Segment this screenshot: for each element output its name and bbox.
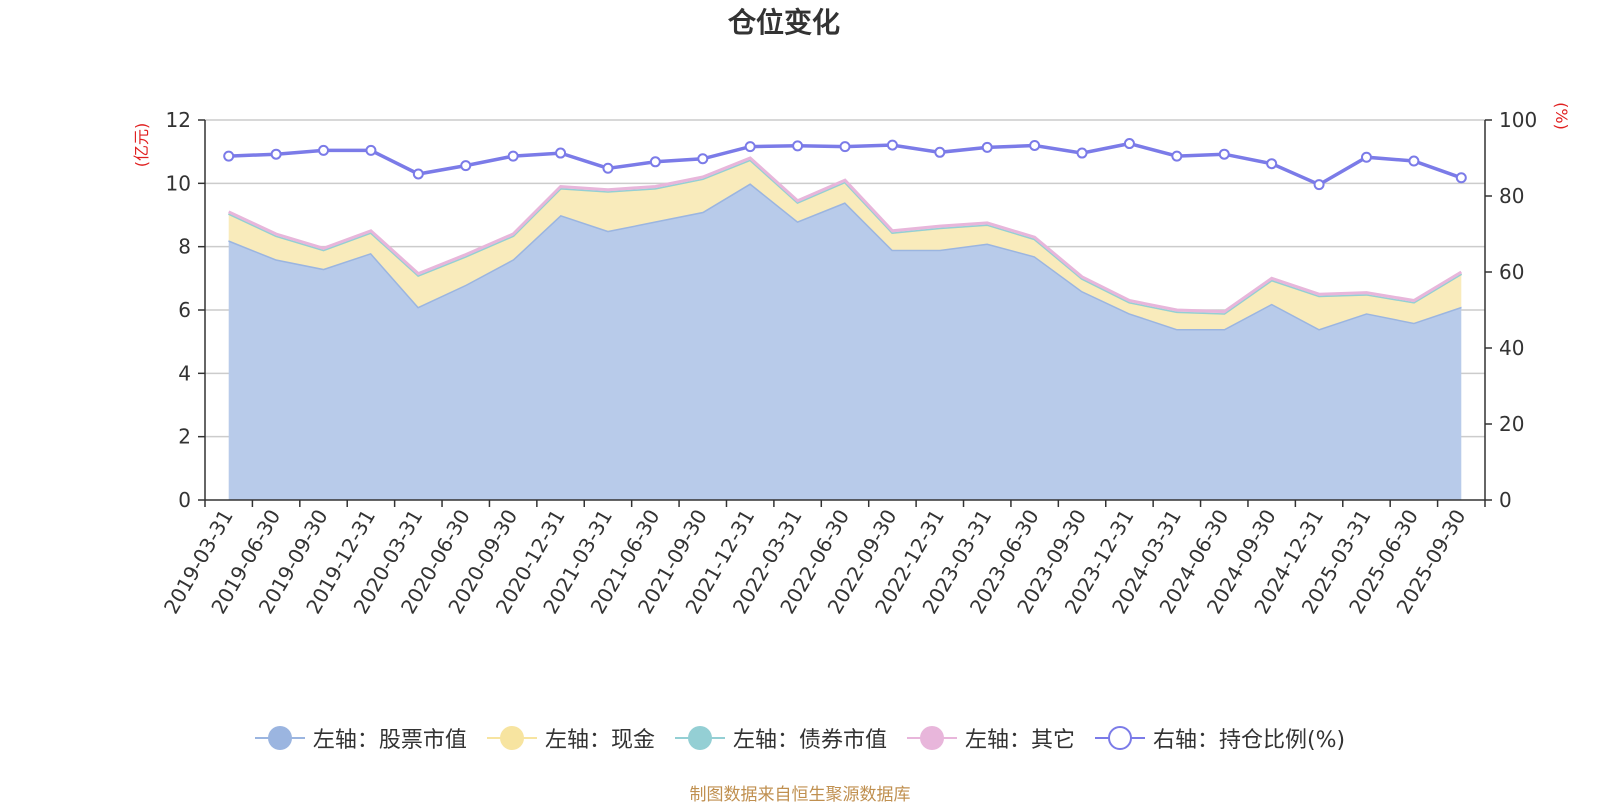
line-point[interactable] [1218, 148, 1230, 160]
legend-label: 左轴：债券市值 [732, 728, 887, 753]
line-point[interactable] [460, 160, 472, 172]
legend-swatch-icon [254, 724, 305, 752]
left-tick-label: 4 [178, 361, 191, 385]
area-左轴：股票市值 [228, 183, 1462, 501]
right-axis-unit: (%) [1552, 102, 1571, 130]
left-tick-label: 6 [178, 298, 191, 322]
right-tick-label: 40 [1499, 336, 1524, 360]
line-point[interactable] [412, 168, 424, 180]
left-tick-label: 10 [166, 171, 191, 195]
chart-title: 仓位变化 [728, 6, 840, 39]
line-point[interactable] [934, 146, 946, 158]
legend-swatch-icon [486, 724, 537, 752]
line-point[interactable] [1313, 179, 1325, 191]
line-point[interactable] [1123, 138, 1135, 150]
line-point[interactable] [1171, 150, 1183, 162]
legend-swatch-icon [674, 724, 725, 752]
line-point[interactable] [744, 141, 756, 153]
line-point[interactable] [507, 150, 519, 162]
ratio-line [223, 138, 1467, 191]
line-point[interactable] [602, 162, 614, 174]
area-edge-左轴：其它 [228, 156, 1463, 314]
left-tick-label: 8 [178, 235, 191, 259]
line-point[interactable] [697, 153, 709, 165]
line-point[interactable] [223, 150, 235, 162]
legend-label: 左轴：股票市值 [312, 728, 467, 753]
chart-legend: 左轴：股票市值 左轴：现金 左轴：债券市值 左轴：其它 右轴：持仓比例(%) [0, 722, 1600, 754]
legend-item[interactable]: 右轴：持仓比例(%) [1094, 722, 1346, 754]
line-point[interactable] [318, 144, 330, 156]
line-point[interactable] [839, 141, 851, 153]
line-point[interactable] [555, 147, 567, 159]
right-tick-label: 60 [1499, 260, 1524, 284]
left-tick-label: 12 [166, 108, 191, 132]
right-tick-label: 100 [1499, 108, 1537, 132]
data-source-note: 制图数据来自恒生聚源数据库 [689, 785, 911, 805]
right-tick-label: 20 [1499, 412, 1524, 436]
legend-label: 左轴：其它 [964, 728, 1075, 753]
left-axis-unit: (亿元) [132, 123, 151, 168]
line-point[interactable] [1076, 147, 1088, 159]
right-tick-label: 0 [1499, 488, 1512, 512]
left-tick-label: 0 [178, 488, 191, 512]
line-point[interactable] [365, 144, 377, 156]
line-point[interactable] [981, 141, 993, 153]
legend-item[interactable]: 左轴：债券市值 [674, 722, 887, 754]
line-point[interactable] [1455, 172, 1467, 184]
stacked-areas [228, 156, 1463, 501]
legend-label: 左轴：现金 [544, 728, 655, 753]
legend-label: 右轴：持仓比例(%) [1152, 728, 1346, 753]
legend-item[interactable]: 左轴：股票市值 [254, 722, 467, 754]
line-point[interactable] [649, 156, 661, 168]
legend-item[interactable]: 左轴：现金 [486, 722, 655, 754]
right-tick-label: 80 [1499, 184, 1524, 208]
line-point[interactable] [792, 140, 804, 152]
legend-item[interactable]: 左轴：其它 [906, 722, 1075, 754]
line-point[interactable] [1360, 151, 1372, 163]
line-point[interactable] [886, 139, 898, 151]
left-tick-label: 2 [178, 425, 191, 449]
legend-swatch-icon [1094, 724, 1145, 752]
line-point[interactable] [1408, 155, 1420, 167]
legend-swatch-icon [906, 724, 957, 752]
line-point[interactable] [1266, 158, 1278, 170]
line-point[interactable] [1029, 139, 1041, 151]
area-左轴：现金 [228, 159, 1462, 329]
line-point[interactable] [270, 148, 282, 160]
